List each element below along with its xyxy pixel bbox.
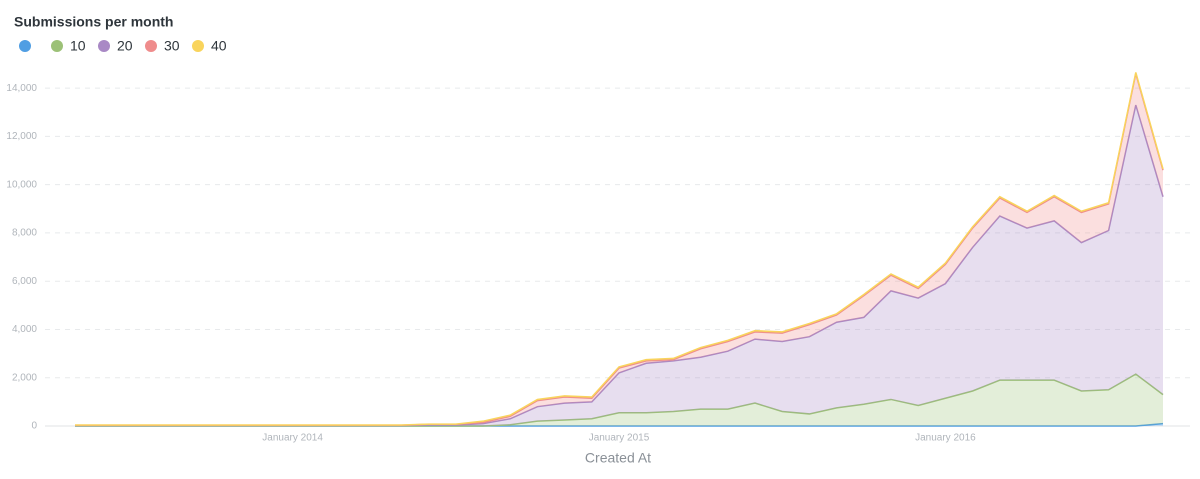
legend-label: 30 <box>164 38 180 54</box>
y-tick-label: 10,000 <box>6 179 37 190</box>
legend-swatch <box>145 40 157 52</box>
chart-title: Submissions per month <box>14 14 173 30</box>
x-tick-label: January 2016 <box>915 433 976 444</box>
y-tick-label: 0 <box>31 421 37 432</box>
x-tick-label: January 2015 <box>589 433 650 444</box>
y-tick-label: 12,000 <box>6 131 37 142</box>
x-tick-label: January 2014 <box>262 433 323 444</box>
y-tick-label: 4,000 <box>12 324 37 335</box>
area-line <box>75 72 1164 426</box>
y-tick-label: 14,000 <box>6 83 37 94</box>
legend-swatch <box>51 40 63 52</box>
y-tick-label: 2,000 <box>12 372 37 383</box>
legend-label: 40 <box>211 38 227 54</box>
legend-swatch <box>19 40 31 52</box>
area <box>75 105 1163 426</box>
y-tick-label: 6,000 <box>12 276 37 287</box>
legend-swatch <box>192 40 204 52</box>
area <box>75 374 1163 426</box>
y-tick-label: 8,000 <box>12 228 37 239</box>
legend-swatch <box>98 40 110 52</box>
legend-label: 10 <box>70 38 86 54</box>
x-axis-label: Created At <box>585 450 651 466</box>
legend-label: 20 <box>117 38 133 54</box>
